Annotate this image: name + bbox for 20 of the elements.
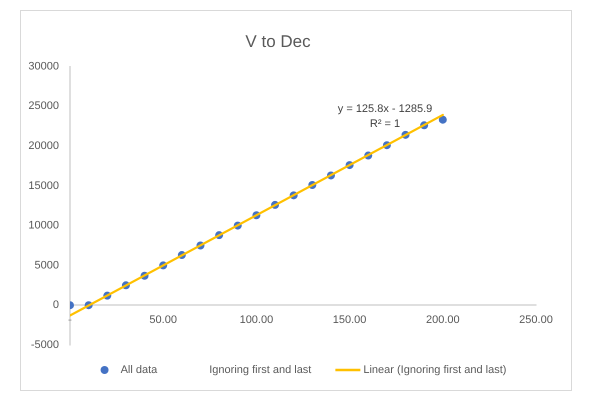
x-tick-label: 200.00 <box>426 314 460 326</box>
x-tick-label: 100.00 <box>240 314 274 326</box>
y-tick-label: 30000 <box>28 60 59 72</box>
y-tick-label: 10000 <box>28 220 59 232</box>
y-tick-label: 25000 <box>28 100 59 112</box>
x-tick-label: 50.00 <box>149 314 177 326</box>
x-tick-label: 250.00 <box>519 314 553 326</box>
y-tick-label: -5000 <box>30 339 59 352</box>
annotation: y = 125.8x - 1285.9 <box>338 102 432 115</box>
legend-label: Linear (Ignoring first and last) <box>363 364 506 376</box>
chart-title: V to Dec <box>245 32 312 51</box>
annotation: R² = 1 <box>370 118 400 130</box>
y-tick-label: 15000 <box>28 180 59 192</box>
y-tick-label: 0 <box>52 299 59 312</box>
legend-label: All data <box>120 364 158 376</box>
point <box>438 116 447 124</box>
y-tick-label: 5000 <box>34 259 59 272</box>
x-tick-label: 150.00 <box>332 314 366 326</box>
y-tick-label: 20000 <box>28 140 59 152</box>
text: Ignoring first and last <box>209 364 312 376</box>
